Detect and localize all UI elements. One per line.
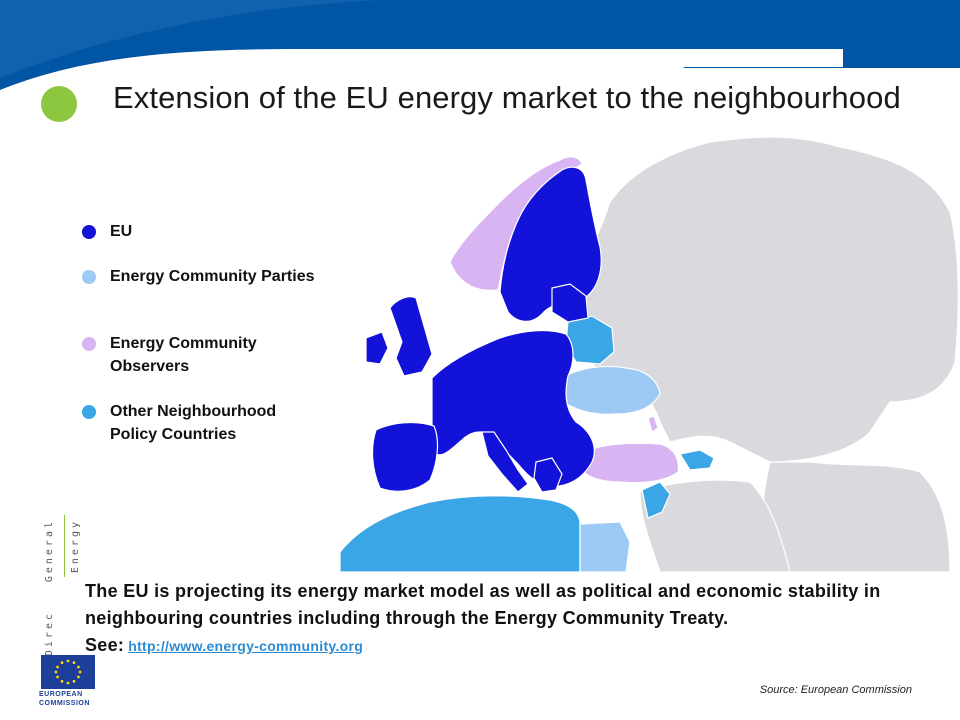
continental-eu-shape [431, 329, 595, 487]
dg-energy-strip: General Energy Direc [44, 515, 92, 657]
iberia-shape [371, 421, 439, 492]
italy-shape [481, 431, 529, 493]
slide-title: Extension of the EU energy market to the… [113, 80, 901, 115]
europe-map [339, 136, 959, 572]
logo-text-european: EUROPEAN [39, 691, 83, 698]
legend-label-other-neighbourhood: Other Neighbourhood Policy Countries [110, 403, 277, 443]
neighbourhood-regions [339, 315, 715, 572]
greece-shape [533, 457, 563, 493]
side-word-general: General [44, 519, 55, 583]
russia-shape [579, 136, 959, 463]
legend-label-energy-community-observers: Energy Community Observers [110, 335, 257, 375]
eu-stars-icon [54, 659, 82, 685]
logo-text-commission: COMMISSION [39, 700, 90, 707]
european-commission-logo: EUROPEAN COMMISSION [39, 655, 99, 715]
legend-swatch-eu [82, 225, 96, 239]
caucasus-shape [679, 449, 715, 471]
egypt-shape [579, 521, 631, 572]
body-text: The EU is projecting its energy market m… [85, 581, 881, 655]
legend-swatch-energy-community-observers [82, 337, 96, 351]
legend-swatch-energy-community-parties [82, 270, 96, 284]
other-land [579, 136, 959, 572]
legend-label-eu: EU [110, 223, 133, 240]
eu-flag-icon [41, 655, 95, 689]
uk-ireland-shape [365, 296, 433, 377]
turkey-shape [579, 442, 680, 484]
side-divider [64, 515, 65, 577]
side-word-direc: Direc [44, 611, 55, 657]
legend-label-energy-community-parties: Energy Community Parties [110, 268, 315, 285]
ukraine-shape [559, 365, 661, 415]
sweden-finland-shape [499, 166, 602, 322]
side-word-energy: Energy [70, 519, 81, 574]
body-paragraph: The EU is projecting its energy market m… [85, 578, 905, 660]
energy-community-link[interactable]: http://www.energy-community.org [128, 638, 364, 654]
levant-shape [641, 481, 671, 519]
header-wave-highlight [0, 0, 380, 78]
source-caption: Source: European Commission [759, 684, 912, 696]
header-band [0, 0, 960, 90]
eu-regions [365, 166, 602, 493]
header-wave [0, 0, 960, 90]
middle-east-shape [639, 479, 791, 572]
legend-swatch-other-neighbourhood [82, 405, 96, 419]
north-africa-shape [339, 495, 581, 572]
central-asia-shape [761, 461, 951, 572]
header-tab [684, 49, 843, 67]
moldova-shape [647, 415, 659, 433]
title-bullet [41, 86, 77, 122]
baltics-shape [551, 283, 589, 323]
